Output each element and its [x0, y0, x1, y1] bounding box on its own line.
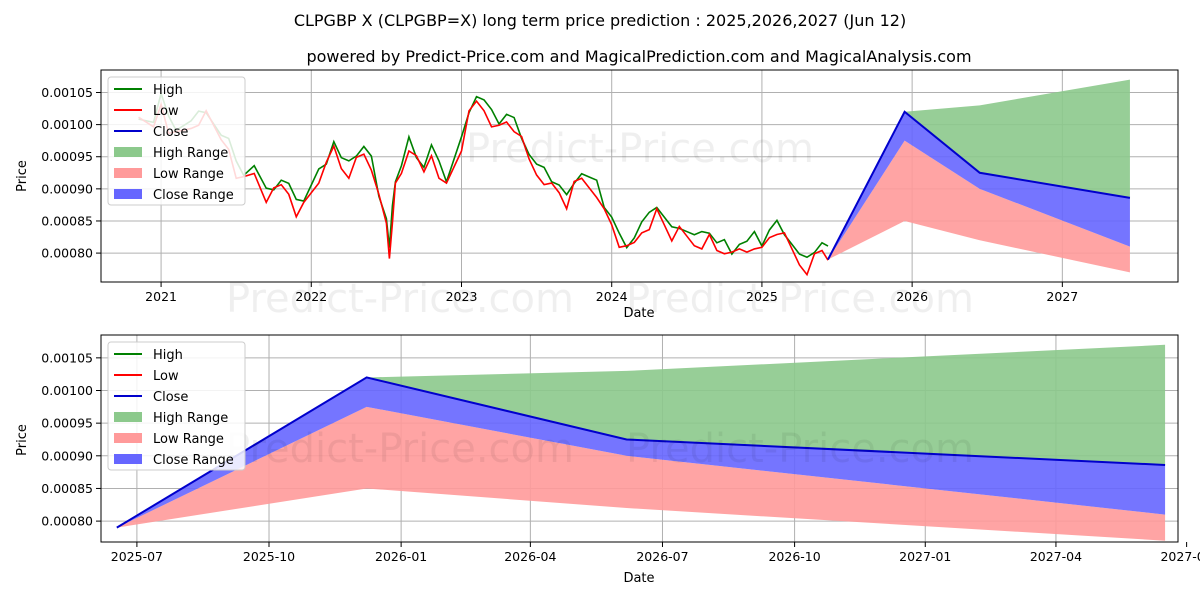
x-tick-label: 2023 [446, 289, 478, 304]
x-tick-label: 2021 [145, 289, 177, 304]
watermark-top-3: Predict-Price.com [626, 276, 974, 322]
close-line [827, 110, 1131, 260]
bottom-panel: Predict-Price.com Predict-Price.com 2025… [15, 334, 1200, 586]
y-tick-label: 0.00100 [41, 117, 93, 132]
watermark-top-1: Predict-Price.com [466, 126, 814, 172]
legend-label: Close Range [153, 188, 234, 203]
bottom-ylabel: Price [15, 424, 30, 456]
legend-label: Low Range [153, 167, 224, 182]
x-tick-label: 2022 [295, 289, 327, 304]
chart-subtitle: powered by Predict-Price.com and Magical… [306, 47, 971, 66]
low-line [138, 99, 829, 277]
bottom-ticks: 2025-07 2025-10 2026-01 2026-04 2026-07 2026-… [41, 350, 1200, 564]
legend-label: High Range [153, 146, 228, 161]
legend-swatch-patch [114, 147, 142, 157]
legend-swatch-patch [114, 168, 142, 178]
chart-title: CLPGBP X (CLPGBP=X) long term price pred… [294, 11, 906, 30]
top-series [138, 79, 1131, 277]
y-tick-label: 0.00085 [41, 481, 93, 496]
top-ylabel: Price [15, 160, 30, 192]
low-range-band [116, 406, 1166, 541]
y-tick-label: 0.00090 [41, 448, 93, 463]
high-range-band [828, 79, 1130, 260]
legend-swatch-patch [114, 412, 142, 422]
bottom-frame [100, 334, 1179, 543]
y-tick-label: 0.00095 [41, 416, 93, 431]
y-tick-label: 0.00100 [41, 383, 93, 398]
x-tick-label: 2027-01 [899, 549, 951, 564]
y-tick-label: 0.00080 [41, 514, 93, 529]
y-tick-label: 0.00090 [41, 181, 93, 196]
bottom-xlabel: Date [623, 571, 654, 586]
watermark-bottom-1: Predict-Price.com [226, 426, 574, 472]
close-range-band [116, 377, 1166, 528]
legend-box [107, 76, 246, 206]
close-range-band [828, 111, 1130, 260]
y-tick-label: 0.00105 [41, 350, 93, 365]
high-line [138, 90, 829, 259]
legend-label: High [153, 348, 183, 363]
x-tick-label: 2027-04 [1030, 549, 1082, 564]
low-range-band [828, 140, 1130, 273]
watermark-top-2: Predict-Price.com [226, 276, 574, 322]
legend-label: Close [153, 390, 188, 405]
top-panel: Predict-Price.com Predict-Price.com Pred… [15, 69, 1179, 322]
y-tick-label: 0.00095 [41, 149, 93, 164]
top-ticks: 2021 2022 2023 2024 2025 2026 2027 0.00080 0.000… [41, 85, 1078, 304]
y-tick-label: 0.00080 [41, 246, 93, 261]
legend-swatch-patch [114, 454, 142, 464]
top-frame [100, 69, 1179, 283]
legend-box [107, 341, 246, 471]
y-tick-label: 0.00085 [41, 213, 93, 228]
legend-label: Close Range [153, 453, 234, 468]
legend-swatch-patch [114, 189, 142, 199]
watermark-bottom-2: Predict-Price.com [626, 426, 974, 472]
x-tick-label: 2026-01 [375, 549, 427, 564]
x-tick-label: 2027-07 [1160, 549, 1200, 564]
y-tick-label: 0.00105 [41, 85, 93, 100]
x-tick-label: 2027 [1046, 289, 1078, 304]
legend-label: Low [153, 369, 179, 384]
legend-label: Low [153, 104, 179, 119]
top-legend: High Low Close High Range Low Range Close Ran… [107, 76, 246, 206]
x-tick-label: 2026 [896, 289, 928, 304]
legend-label: High Range [153, 411, 228, 426]
legend-label: Low Range [153, 432, 224, 447]
high-range-band [116, 344, 1166, 528]
x-tick-label: 2026-04 [504, 549, 556, 564]
bottom-legend: High Low Close High Range Low Range Close Ran… [107, 341, 246, 471]
x-tick-label: 2025 [746, 289, 778, 304]
legend-swatch-patch [114, 433, 142, 443]
x-tick-label: 2025-07 [111, 549, 163, 564]
top-xlabel: Date [623, 306, 654, 321]
x-tick-label: 2025-10 [243, 549, 295, 564]
x-tick-label: 2026-10 [768, 549, 820, 564]
legend-label: Close [153, 125, 188, 140]
x-tick-label: 2024 [596, 289, 628, 304]
legend-label: High [153, 83, 183, 98]
x-tick-label: 2026-07 [636, 549, 688, 564]
